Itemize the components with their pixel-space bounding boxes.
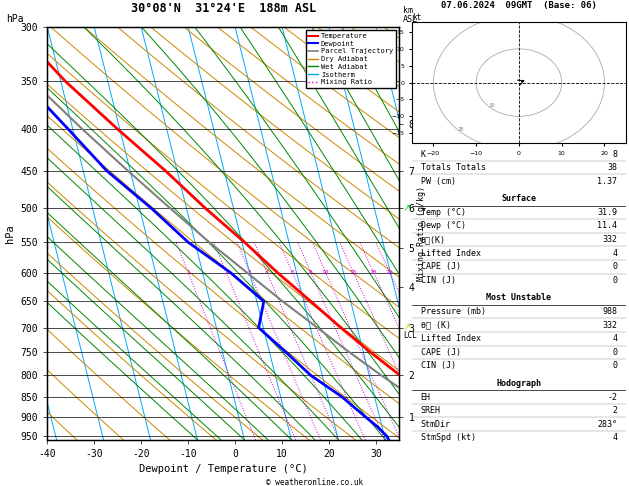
Text: 0: 0: [612, 362, 617, 370]
Text: 332: 332: [603, 321, 617, 330]
Legend: Temperature, Dewpoint, Parcel Trajectory, Dry Adiabat, Wet Adiabat, Isotherm, Mi: Temperature, Dewpoint, Parcel Trajectory…: [306, 30, 396, 88]
Text: Totals Totals: Totals Totals: [421, 163, 486, 172]
Text: 1.37: 1.37: [598, 177, 617, 186]
Text: 31.9: 31.9: [598, 208, 617, 217]
Text: StmDir: StmDir: [421, 420, 450, 429]
Text: 0: 0: [612, 276, 617, 285]
Text: Temp (°C): Temp (°C): [421, 208, 465, 217]
Text: 11.4: 11.4: [598, 222, 617, 230]
Text: ↗: ↗: [403, 323, 411, 332]
Text: 0: 0: [612, 262, 617, 271]
Text: kt: kt: [412, 13, 421, 22]
Text: 332: 332: [603, 235, 617, 244]
Text: CIN (J): CIN (J): [421, 362, 455, 370]
Text: -2: -2: [608, 393, 617, 401]
Y-axis label: Mixing Ratio (g/kg): Mixing Ratio (g/kg): [417, 186, 426, 281]
Text: Hodograph: Hodograph: [496, 379, 542, 388]
Text: 6: 6: [290, 270, 294, 275]
Text: 283°: 283°: [598, 420, 617, 429]
Text: CIN (J): CIN (J): [421, 276, 455, 285]
Text: 4: 4: [612, 434, 617, 442]
Text: 30°08'N  31°24'E  188m ASL: 30°08'N 31°24'E 188m ASL: [131, 1, 316, 15]
Text: SREH: SREH: [421, 406, 440, 415]
Text: 07.06.2024  09GMT  (Base: 06): 07.06.2024 09GMT (Base: 06): [441, 0, 597, 10]
Text: CAPE (J): CAPE (J): [421, 348, 460, 357]
Text: 2: 2: [612, 406, 617, 415]
Text: θᴇ(K): θᴇ(K): [421, 235, 445, 244]
Text: Surface: Surface: [501, 194, 537, 203]
Text: 15: 15: [350, 270, 357, 275]
Text: CAPE (J): CAPE (J): [421, 262, 460, 271]
Text: StmSpd (kt): StmSpd (kt): [421, 434, 476, 442]
Text: 38: 38: [608, 163, 617, 172]
Text: EH: EH: [421, 393, 430, 401]
Text: © weatheronline.co.uk: © weatheronline.co.uk: [266, 478, 363, 486]
Text: 10: 10: [322, 270, 329, 275]
Text: 1: 1: [186, 270, 190, 275]
Text: 8: 8: [309, 270, 313, 275]
Text: 20: 20: [370, 270, 377, 275]
Text: Most Unstable: Most Unstable: [486, 294, 552, 302]
Text: 4: 4: [265, 270, 269, 275]
Text: km
ASL: km ASL: [403, 6, 418, 24]
Text: 988: 988: [603, 307, 617, 316]
Text: Dewp (°C): Dewp (°C): [421, 222, 465, 230]
Text: ↗: ↗: [403, 203, 411, 213]
Text: Pressure (mb): Pressure (mb): [421, 307, 486, 316]
Text: 20: 20: [457, 127, 464, 132]
Text: θᴇ (K): θᴇ (K): [421, 321, 450, 330]
Text: 4: 4: [612, 334, 617, 343]
Y-axis label: hPa: hPa: [5, 224, 15, 243]
Text: 25: 25: [386, 270, 393, 275]
Text: 2: 2: [224, 270, 228, 275]
Text: 3: 3: [248, 270, 252, 275]
Text: K: K: [421, 150, 426, 158]
Text: 8: 8: [612, 150, 617, 158]
Text: 4: 4: [612, 249, 617, 258]
Text: Lifted Index: Lifted Index: [421, 334, 481, 343]
Text: PW (cm): PW (cm): [421, 177, 455, 186]
X-axis label: Dewpoint / Temperature (°C): Dewpoint / Temperature (°C): [139, 465, 308, 474]
Text: Lifted Index: Lifted Index: [421, 249, 481, 258]
Text: 10: 10: [488, 103, 494, 108]
Text: 0: 0: [612, 348, 617, 357]
Text: hPa: hPa: [6, 14, 24, 24]
Text: LCL: LCL: [403, 330, 417, 340]
